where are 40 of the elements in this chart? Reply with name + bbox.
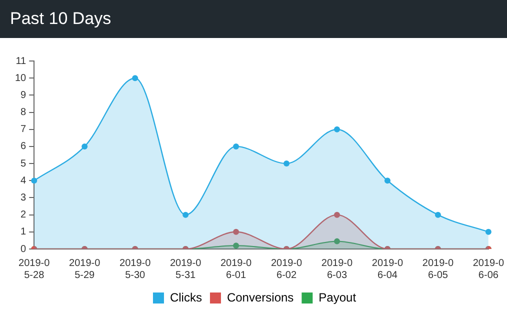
y-tick-label: 5 (20, 158, 27, 170)
x-tick-label: 2019-05-30 (120, 258, 152, 281)
x-tick-label: 2019-06-02 (270, 258, 303, 281)
point (284, 160, 290, 167)
y-tick-label: 3 (20, 192, 27, 204)
x-tick-label: 2019-06-06 (472, 258, 504, 281)
x-tick-label: 2019-05-28 (18, 258, 50, 281)
point (334, 238, 340, 244)
x-tick-label: 2019-06-03 (321, 258, 353, 281)
x-tick-label: 2019-06-04 (372, 258, 404, 281)
x-tick-label: 2019-06-01 (220, 258, 252, 281)
x-tick-label: 2019-05-29 (69, 258, 101, 281)
x-tick-label: 2019-05-31 (170, 258, 202, 281)
y-tick-label: 4 (20, 175, 27, 186)
y-tick-label: 1 (20, 226, 27, 238)
point (182, 212, 189, 218)
y-tick-label: 11 (16, 56, 27, 67)
legend-label: Conversions (226, 290, 294, 304)
point (233, 242, 240, 249)
y-tick-label: 7 (20, 124, 27, 136)
y-tick-label: 8 (20, 107, 27, 118)
point (384, 178, 390, 184)
legend-label: Clicks (170, 290, 202, 304)
y-tick-label: 10 (15, 72, 27, 84)
y-tick-label: 2 (20, 210, 27, 221)
point (485, 228, 492, 235)
x-tick-label: 2019-06-05 (422, 258, 454, 281)
point (82, 143, 88, 150)
point (434, 212, 441, 218)
point (233, 143, 240, 150)
point (334, 212, 340, 218)
point (31, 178, 38, 184)
y-tick-label: 0 (20, 244, 27, 255)
y-tick-label: 6 (20, 141, 27, 152)
point (132, 75, 138, 82)
y-tick-label: 9 (20, 90, 27, 101)
point (233, 228, 240, 235)
legend-label: Payout (318, 290, 357, 304)
chart-title: Past 10 Days (0, 0, 507, 38)
point (334, 126, 340, 132)
